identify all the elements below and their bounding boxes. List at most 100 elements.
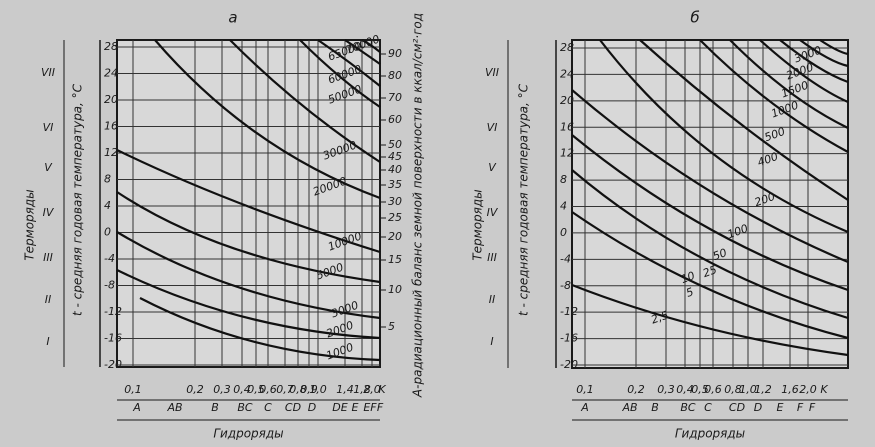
isoline-label: 25 xyxy=(701,263,719,280)
isoline xyxy=(154,39,381,200)
isoline xyxy=(116,191,381,284)
isoline xyxy=(116,269,381,340)
y-tick-label: 28 xyxy=(560,41,574,54)
y-tick-label: 20 xyxy=(560,94,574,107)
y-tick-label: -4 xyxy=(560,252,571,265)
right-tick-label: 25 xyxy=(388,211,402,224)
y-tick-label: -12 xyxy=(560,305,578,318)
hydro-label: D xyxy=(754,401,762,414)
isoline-label: 50 xyxy=(711,246,729,263)
isoline xyxy=(779,39,849,84)
isoline xyxy=(344,39,381,65)
hydro-label: F xyxy=(377,401,384,414)
k-tick-label: 0,5 xyxy=(247,383,265,396)
k-tick-label: 0,3 xyxy=(213,383,231,396)
y-tick-label: 16 xyxy=(560,120,574,133)
hydro-label: C xyxy=(704,401,712,414)
right-tick-label: 90 xyxy=(388,47,402,60)
hydro-label: CD xyxy=(285,401,301,414)
y-tick-label: -4 xyxy=(104,252,115,265)
k-tick-label: K xyxy=(378,383,386,396)
k-tick-label: 1,6 xyxy=(781,383,799,396)
thermo-label: VI xyxy=(43,121,54,134)
y-tick-label: -8 xyxy=(560,279,571,292)
k-tick-label: 0,8 xyxy=(289,383,307,396)
isoline xyxy=(819,39,849,56)
hydro-label: DE xyxy=(332,401,347,414)
isoline xyxy=(139,297,381,362)
panel-title: а xyxy=(228,9,237,27)
hydro-label: A xyxy=(580,401,589,414)
k-tick-label: 2,0 xyxy=(363,383,381,396)
k-tick-label: 1,8 xyxy=(353,383,371,396)
right-tick-label: 10 xyxy=(388,283,402,296)
isoline xyxy=(799,39,849,68)
right-tick-label: 40 xyxy=(388,163,402,176)
k-tick-label: 1,4 xyxy=(336,383,354,396)
right-tick-label: 20 xyxy=(388,230,402,243)
y-tick-label: -8 xyxy=(104,279,115,292)
panel: а2824201612840-4-8-12-16-20VIIVIVIVIIIII… xyxy=(23,9,425,441)
hydro-label: F xyxy=(809,401,816,414)
isoline xyxy=(729,39,849,129)
k-tick-label: 0,1 xyxy=(124,383,142,396)
y-tick-label: 12 xyxy=(104,146,118,159)
plot-area xyxy=(571,39,849,369)
hydro-label: E xyxy=(777,401,784,414)
left-axis-label: t - средняя годовая температура, °C xyxy=(71,83,85,316)
y-tick-label: 20 xyxy=(104,93,118,106)
k-tick-label: 0,4 xyxy=(233,383,251,396)
k-tick-label: 0,6 xyxy=(259,383,277,396)
y-tick-label: 4 xyxy=(104,199,111,212)
k-tick-label: 0,2 xyxy=(627,383,645,396)
k-tick-label: 0,8 xyxy=(724,383,742,396)
y-tick-label: -20 xyxy=(560,358,578,371)
hydro-axis-label: Гидроряды xyxy=(213,427,283,441)
right-tick-label: 45 xyxy=(388,150,402,163)
y-tick-label: 8 xyxy=(560,173,567,186)
isoline xyxy=(571,211,849,340)
y-tick-label: -20 xyxy=(104,358,122,371)
isoline xyxy=(571,134,849,292)
y-tick-label: -12 xyxy=(104,305,122,318)
thermo-label: II xyxy=(489,293,496,306)
k-tick-label: 1,2 xyxy=(754,383,772,396)
k-tick-label: 0,4 xyxy=(676,383,694,396)
right-tick-label: 60 xyxy=(388,113,402,126)
thermo-label: III xyxy=(43,251,53,264)
isoline xyxy=(699,39,849,153)
hydro-label: C xyxy=(264,401,272,414)
thermo-label: I xyxy=(46,335,49,348)
k-tick-label: 0,2 xyxy=(186,383,204,396)
y-tick-label: 12 xyxy=(560,147,574,160)
right-tick-label: 70 xyxy=(388,91,402,104)
y-tick-label: 28 xyxy=(104,40,118,53)
hydro-label: A xyxy=(132,401,141,414)
right-tick-label: 35 xyxy=(388,178,402,191)
k-tick-label: 2,0 xyxy=(799,383,817,396)
thermo-label: V xyxy=(44,161,53,174)
hydro-label: B xyxy=(211,401,219,414)
y-tick-label: 24 xyxy=(560,67,574,80)
thermo-label: IV xyxy=(487,206,499,219)
hydro-label: AB xyxy=(166,401,182,414)
isoline xyxy=(759,39,849,104)
k-tick-label: 1,0 xyxy=(739,383,757,396)
k-tick-label: 0,3 xyxy=(657,383,675,396)
isoline xyxy=(571,283,849,357)
thermo-label: VII xyxy=(41,66,55,79)
right-tick-label: 80 xyxy=(388,69,402,82)
k-tick-label: 0,1 xyxy=(576,383,594,396)
thermo-label: IV xyxy=(43,206,55,219)
isoline xyxy=(599,39,849,234)
right-tick-label: 15 xyxy=(388,253,402,266)
isoline xyxy=(116,149,381,254)
panel: б2824201612840-4-8-12-16-20VIIVIVIVIIIII… xyxy=(471,9,849,441)
y-tick-label: 0 xyxy=(560,226,567,239)
y-tick-label: 4 xyxy=(560,200,567,213)
k-tick-label: 0,7 xyxy=(276,383,294,396)
hydro-label: CD xyxy=(729,401,745,414)
hydro-label: AB xyxy=(621,401,637,414)
y-tick-label: 0 xyxy=(104,226,111,239)
